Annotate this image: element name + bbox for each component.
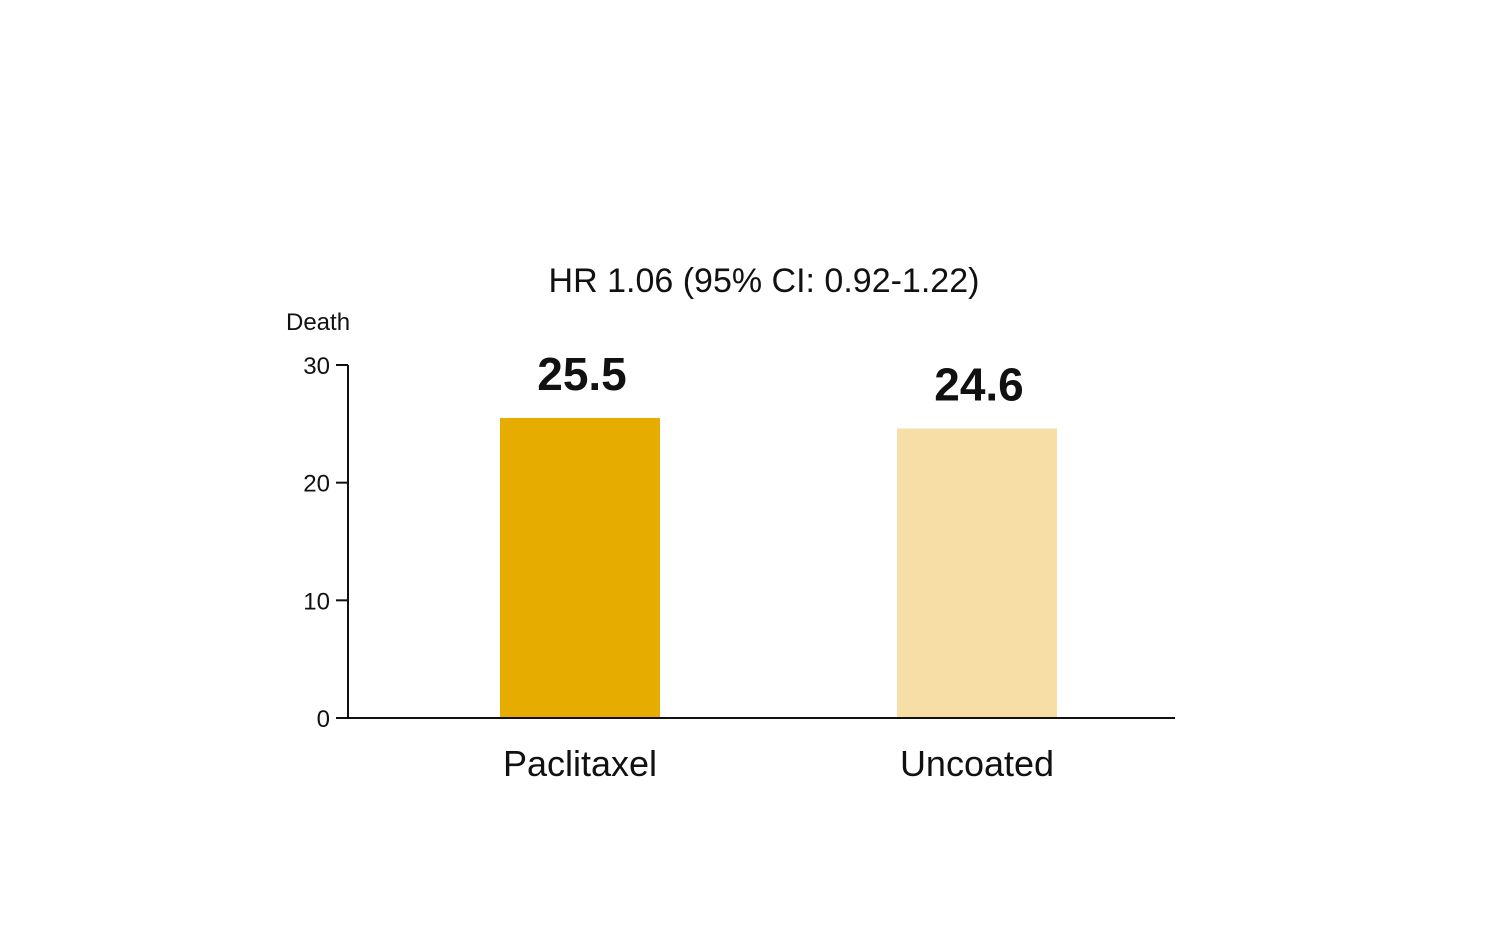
bar-value-label: 25.5 <box>537 348 627 400</box>
bar-paclitaxel <box>500 417 660 718</box>
x-category-label: Paclitaxel <box>503 743 657 784</box>
y-tick-label: 0 <box>317 706 330 733</box>
bars: 25.5 24.6 <box>500 348 1057 718</box>
y-axis: 0 10 20 30 <box>303 353 349 733</box>
x-axis: Paclitaxel Uncoated <box>336 717 1175 784</box>
bar-value-label: 24.6 <box>934 359 1024 411</box>
y-tick-label: 10 <box>303 588 330 615</box>
y-axis-label: Death <box>286 309 350 336</box>
bar-uncoated <box>897 428 1057 718</box>
chart-title: HR 1.06 (95% CI: 0.92-1.22) <box>549 262 980 300</box>
y-tick-label: 30 <box>303 353 330 380</box>
y-tick-label: 20 <box>303 471 330 498</box>
x-category-label: Uncoated <box>900 743 1054 784</box>
